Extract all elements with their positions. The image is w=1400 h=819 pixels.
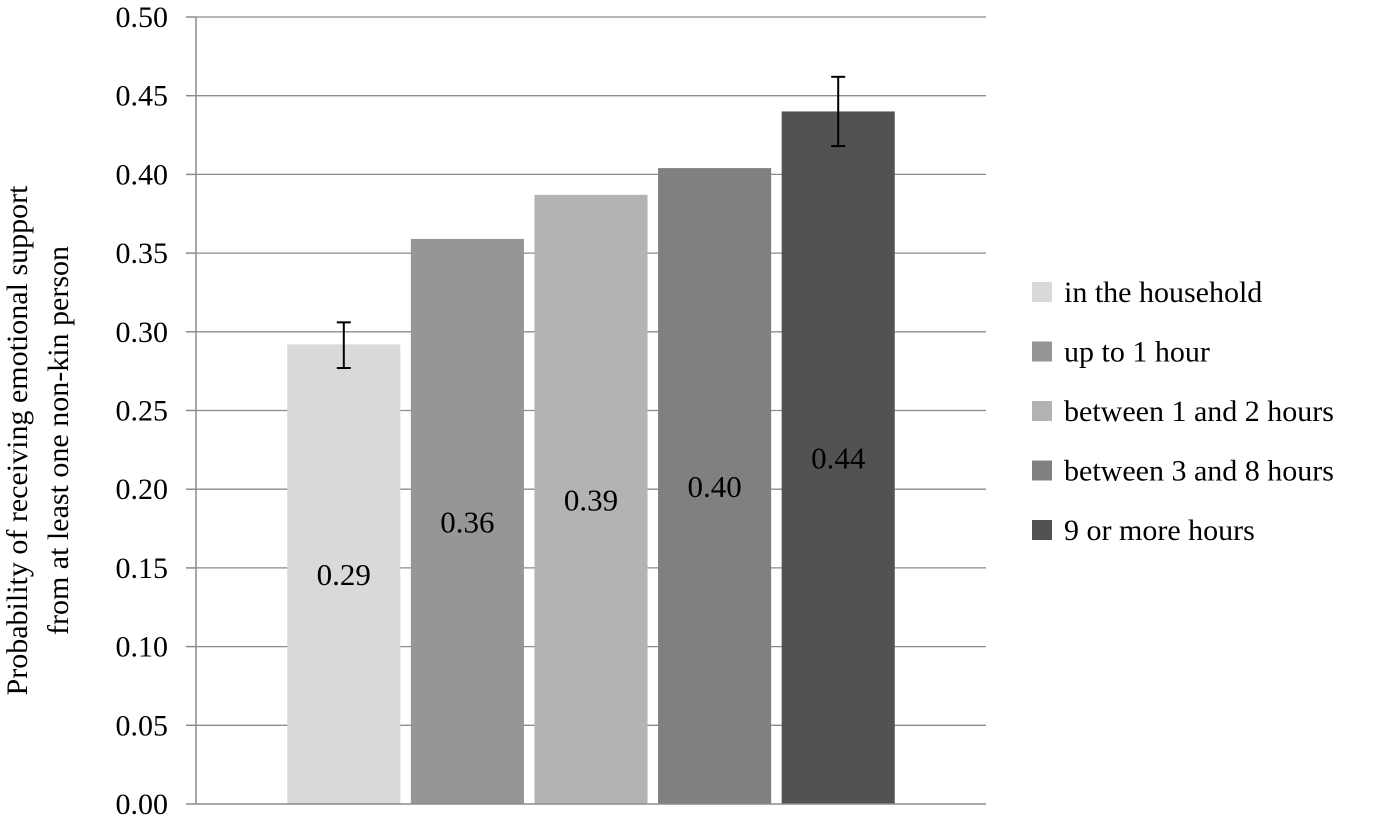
data-label: 0.36 [440,504,494,539]
legend-swatch [1032,282,1052,302]
y-tick-label: 0.50 [116,1,169,34]
bar [534,194,648,804]
y-axis-title-line: Probability of receiving emotional suppo… [1,185,34,696]
y-axis-title-line: from at least one non-kin person [42,246,75,635]
error-bars [336,75,846,370]
data-labels: 0.29 0.36 0.39 0.40 0.44 [317,441,866,592]
legend-swatch [1032,341,1052,362]
y-tick-label: 0.10 [116,631,169,664]
y-axis-title: Probability of receiving emotional suppo… [1,185,75,696]
legend-swatch [1032,520,1052,540]
bar [781,111,895,804]
y-tick-label: 0.30 [116,316,169,349]
bar [410,238,524,804]
y-tick-label: 0.20 [116,473,169,506]
legend-label: in the household [1064,276,1262,309]
legend-swatch [1032,460,1052,481]
bar [658,168,772,804]
y-tick-label: 0.00 [116,788,169,819]
bars [287,111,895,804]
legend-label: up to 1 hour [1064,336,1210,369]
y-tick-label: 0.40 [116,158,169,191]
y-tick-label: 0.15 [116,552,169,585]
legend-label: between 3 and 8 hours [1064,455,1334,488]
y-tick-label: 0.35 [116,237,169,270]
bar [287,344,401,804]
y-axis-ticks: 0.00 0.05 0.10 0.15 0.20 0.25 0.30 0.35 0.40 0.45… [116,1,196,819]
data-label: 0.40 [687,469,741,504]
legend-label: between 1 and 2 hours [1064,395,1334,428]
y-tick-label: 0.45 [116,80,169,113]
data-label: 0.44 [811,441,866,476]
legend-label: 9 or more hours [1064,514,1255,547]
data-label: 0.39 [564,482,618,517]
y-tick-label: 0.25 [116,395,169,428]
y-tick-label: 0.05 [116,709,169,742]
legend: in the household up to 1 hour between 1 an… [1032,276,1334,547]
axes [195,17,986,805]
data-label: 0.29 [317,557,371,592]
legend-swatch [1032,401,1052,421]
